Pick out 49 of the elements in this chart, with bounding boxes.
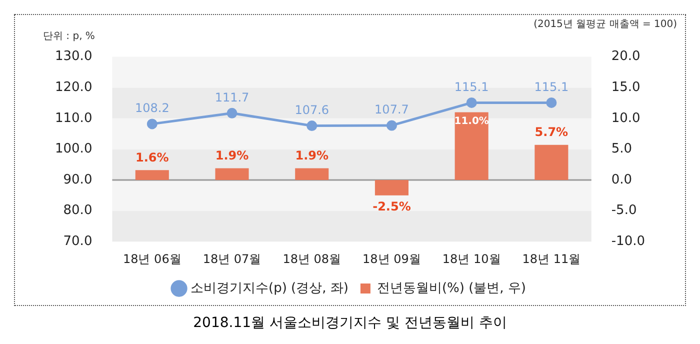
x-tick-label: 18년 10월 (442, 252, 501, 266)
bar (295, 168, 329, 180)
legend-label: 소비경기지수(p) (경상, 좌) (190, 280, 348, 296)
point (466, 97, 477, 108)
y-tick-label: 130.0 (55, 49, 92, 64)
y-tick-label: 110.0 (55, 110, 92, 126)
x-tick-label: 18년 07월 (202, 252, 262, 266)
text: 단위 : p, % (43, 30, 95, 43)
y2-tick-label: -5.0 (611, 203, 637, 218)
point (386, 120, 397, 131)
y2-tick-label: -10.0 (611, 234, 646, 249)
y2-tick-label: 10.0 (611, 110, 640, 126)
y-tick-label: 120.0 (55, 80, 92, 95)
y2-tick-label: 5.0 (611, 142, 632, 157)
x-tick-label: 18년 08월 (282, 252, 342, 266)
data-label: 107.6 (294, 102, 330, 117)
data-label: 107.7 (374, 102, 409, 117)
data-label: 1.9% (215, 148, 249, 162)
y-tick-label: 70.0 (63, 234, 92, 249)
data-label: 5.7% (534, 125, 568, 140)
y-tick-label: 90.0 (63, 172, 92, 188)
y2-tick-label: 15.0 (611, 80, 640, 95)
bar (135, 170, 169, 180)
x-tick-label: 18년 06월 (122, 252, 182, 266)
y-tick-label: 100.0 (55, 142, 92, 157)
y2-tick-label: 20.0 (611, 49, 640, 64)
data-label: 115.1 (534, 80, 569, 94)
data-label: 111.7 (214, 90, 250, 104)
point (306, 120, 318, 132)
data-label: 115.1 (454, 80, 489, 94)
y-tick-label: 80.0 (63, 203, 92, 218)
text: 2018.11월 서울소비경기지수 및 전년동월비 추이 (192, 314, 508, 332)
bar (534, 144, 568, 180)
text: (2015년 월평균 매출액 = 100) (534, 18, 677, 31)
bar (454, 112, 488, 180)
data-label: 108.2 (134, 101, 170, 116)
bar (374, 180, 408, 196)
point (226, 108, 238, 118)
legend-label: 전년동월비(%) (불변, 우) (376, 280, 526, 296)
y2-tick-label: 0.0 (611, 172, 632, 188)
data-label: 11.0% (454, 116, 489, 127)
data-label: 1.6% (136, 150, 169, 164)
point (546, 97, 557, 108)
data-label: 1.9% (295, 148, 328, 162)
x-tick-label: 18년 09월 (362, 252, 421, 266)
data-label: -2.5% (372, 200, 411, 214)
point (146, 118, 158, 130)
x-tick-label: 18년 11월 (522, 252, 581, 266)
bar (215, 168, 249, 180)
